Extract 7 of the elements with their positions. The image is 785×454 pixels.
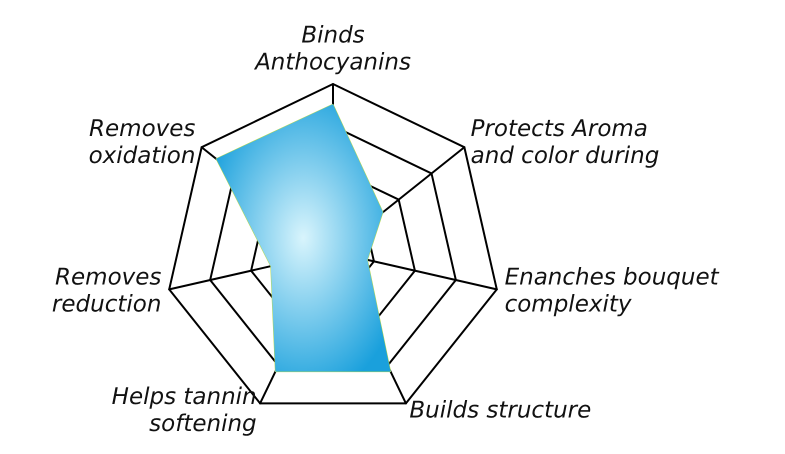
spoke-label: Protects Aroma and color during: [470, 116, 660, 169]
spoke-label: Removes reduction: [52, 264, 162, 318]
spoke-label: Binds Anthocyanins: [253, 22, 411, 76]
spoke-label: Helps tannin softening: [112, 384, 257, 438]
spoke-label: Removes oxidation: [88, 116, 196, 169]
spoke-label: Builds structure: [409, 398, 592, 424]
spoke-label: Enanches bouquet complexity: [504, 264, 720, 318]
